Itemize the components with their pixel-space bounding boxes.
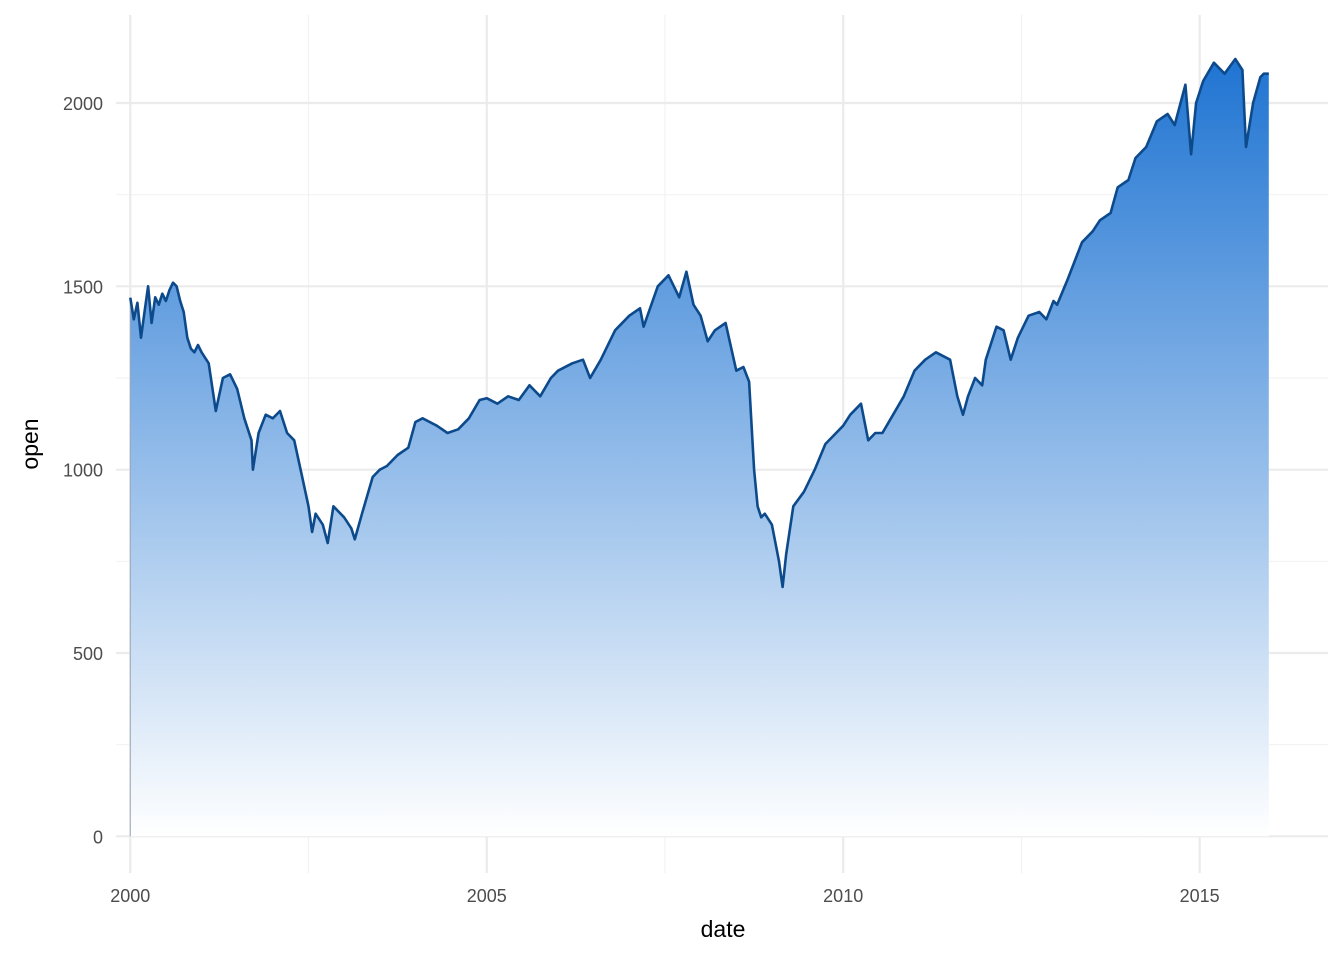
x-axis-title: date: [701, 916, 746, 942]
y-tick-label: 1500: [63, 277, 103, 297]
y-tick-labels: 0 500 1000 1500 2000: [63, 94, 103, 847]
x-tick-label: 2000: [110, 886, 150, 906]
x-tick-labels: 2000 2005 2010 2015: [110, 886, 1219, 906]
y-axis-title: open: [17, 418, 43, 469]
x-tick-label: 2010: [823, 886, 863, 906]
y-tick-label: 500: [73, 644, 103, 664]
y-tick-label: 1000: [63, 461, 103, 481]
y-tick-label: 0: [93, 827, 103, 847]
area-fill: [130, 59, 1269, 837]
x-tick-label: 2005: [467, 886, 507, 906]
y-tick-label: 2000: [63, 94, 103, 114]
series-line: [129, 57, 1269, 589]
x-tick-label: 2015: [1180, 886, 1220, 906]
